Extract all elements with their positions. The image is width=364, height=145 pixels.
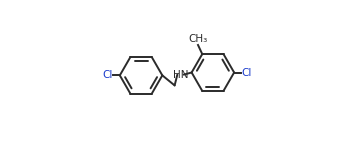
Text: CH₃: CH₃ xyxy=(189,34,207,44)
Text: Cl: Cl xyxy=(102,70,112,80)
Text: Cl: Cl xyxy=(242,68,252,77)
Text: HN: HN xyxy=(173,70,188,80)
